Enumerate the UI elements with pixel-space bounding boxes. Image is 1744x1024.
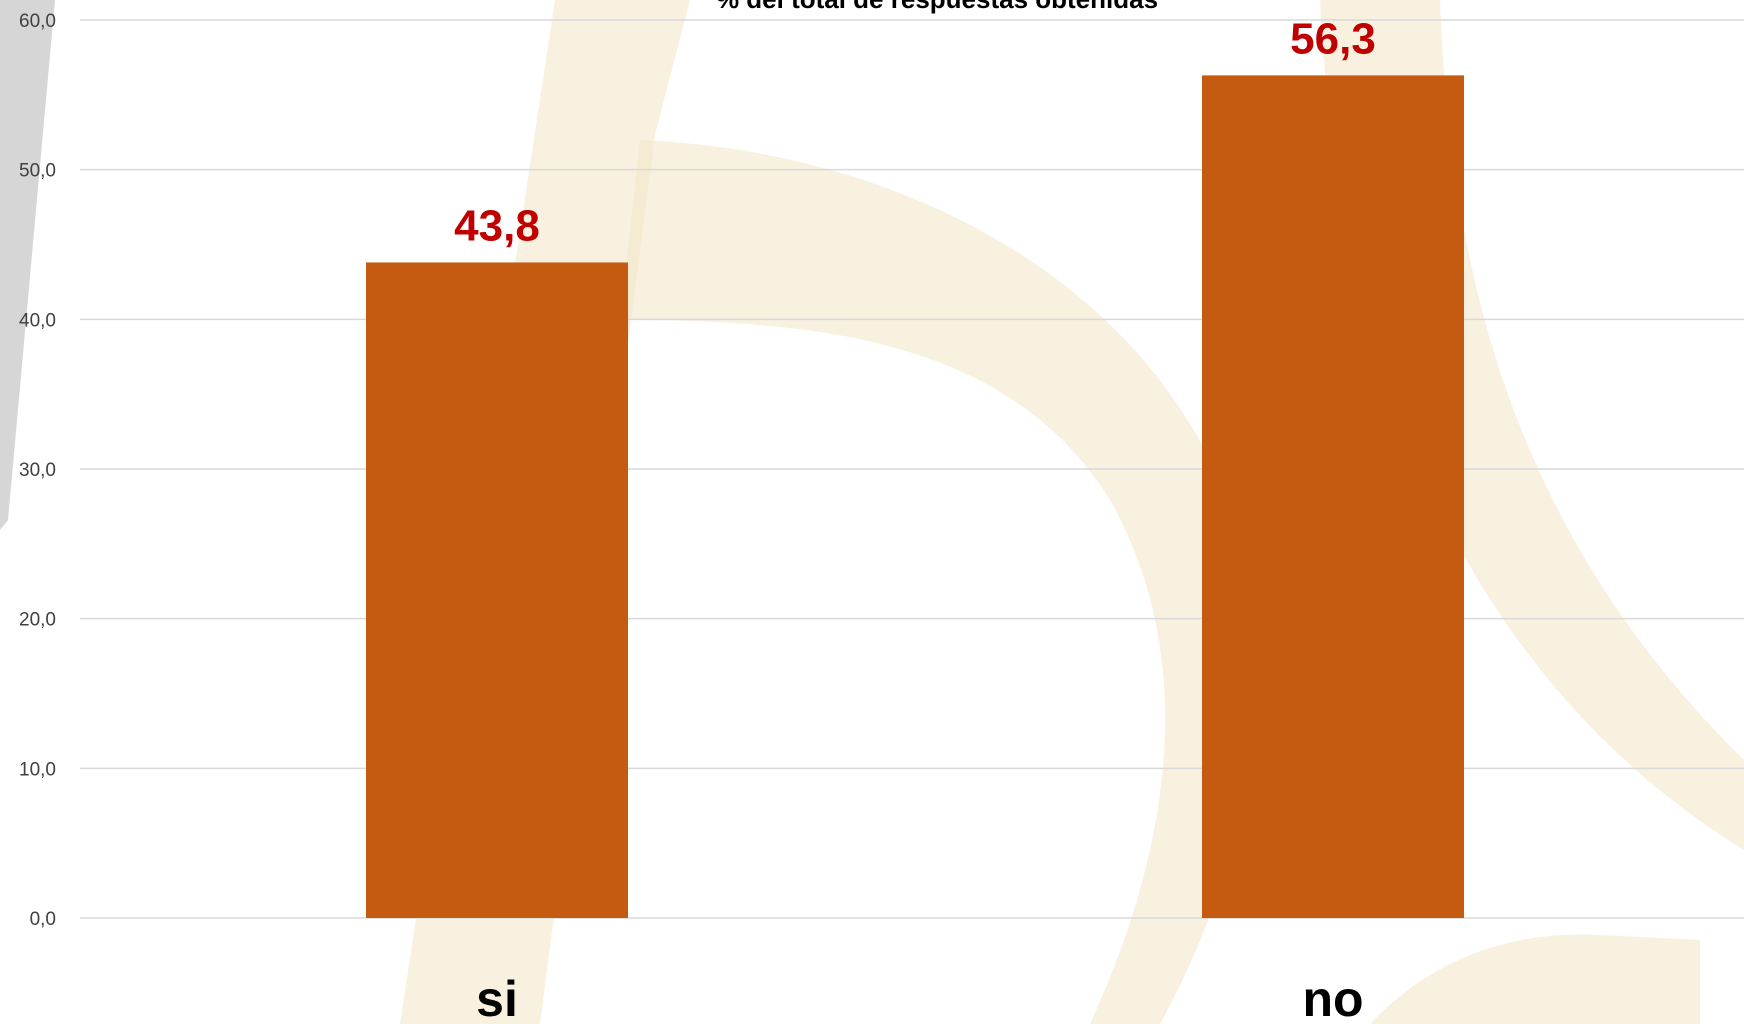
bars (366, 75, 1464, 919)
bar-no (1202, 75, 1464, 919)
category-labels: si no (476, 971, 1363, 1024)
y-tick-label: 30,0 (19, 460, 56, 481)
chart-title: % del total de respuestas obtenidas (716, 0, 1158, 14)
y-tick-label: 0,0 (30, 909, 56, 930)
category-label-si: si (476, 971, 518, 1024)
watermark-stroke-curve (620, 140, 1258, 1024)
y-tick-label: 20,0 (19, 610, 56, 631)
data-label-si: 43,8 (454, 201, 540, 250)
data-labels: 43,8 56,3 (454, 14, 1376, 250)
y-tick-label: 50,0 (19, 161, 56, 182)
bar-si (366, 262, 628, 919)
y-tick-label: 40,0 (19, 310, 56, 331)
left-gray-band (0, 0, 55, 530)
y-tick-label: 10,0 (19, 759, 56, 780)
gridlines (80, 19, 1744, 919)
y-tick-label: 60,0 (19, 11, 56, 32)
watermark-arc-bottom (1370, 934, 1700, 1024)
category-label-no: no (1302, 971, 1363, 1024)
data-label-no: 56,3 (1290, 14, 1376, 63)
y-axis-ticks: 0,0 10,0 20,0 30,0 40,0 50,0 60,0 (19, 11, 56, 930)
